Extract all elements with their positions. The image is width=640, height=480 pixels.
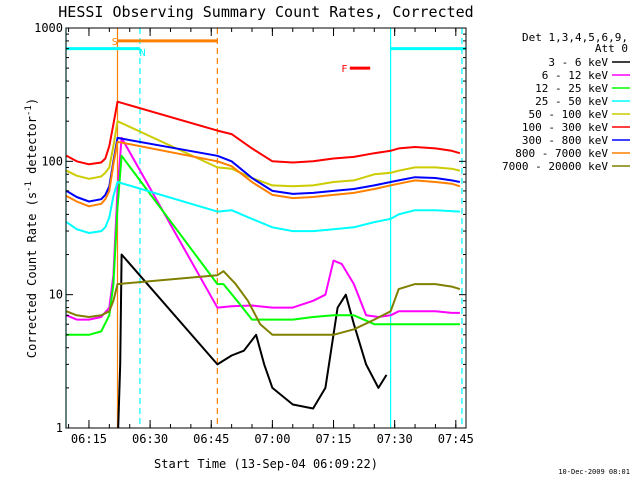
- y-axis-label-mid: detector: [25, 116, 39, 181]
- y-axis-label-sup1: -1: [24, 181, 34, 192]
- y-axis-label-sup2: -1: [24, 105, 34, 116]
- y-tick-label: 1: [56, 421, 63, 435]
- series-line: [66, 100, 461, 166]
- y-tick-label: 10: [49, 288, 63, 302]
- legend-label: 800 - 7000 keV: [515, 147, 608, 160]
- chart-title: HESSI Observing Summary Count Rates, Cor…: [58, 3, 473, 21]
- legend-label: 100 - 300 keV: [522, 121, 608, 134]
- legend-label: 3 - 6 keV: [548, 56, 608, 69]
- legend-label: 50 - 100 keV: [529, 108, 609, 121]
- legend-label: 12 - 25 keV: [535, 82, 608, 95]
- series-line: [66, 270, 461, 336]
- series-line: [66, 140, 461, 208]
- annotation-label: S: [112, 37, 118, 48]
- legend-label: 6 - 12 keV: [542, 69, 609, 82]
- series-line: [65, 181, 460, 234]
- y-axis-ticks: 1 10 100 1000: [34, 21, 466, 435]
- series-lines: [65, 100, 461, 429]
- timestamp: 10-Dec-2009 08:01: [558, 468, 630, 476]
- y-axis-label-main: Corrected Count Rate (s: [25, 192, 39, 358]
- annotation-label: N: [140, 48, 146, 59]
- series-line: [66, 154, 460, 336]
- legend-header-line1: Det 1,3,4,5,6,9,: [522, 31, 628, 44]
- legend-label: 7000 - 20000 keV: [502, 160, 608, 173]
- annotation-label: F: [341, 64, 347, 75]
- y-axis-label: Corrected Count Rate (s-1 detector-1): [24, 98, 39, 358]
- series-line: [66, 136, 460, 321]
- x-axis-label: Start Time (13-Sep-04 06:09:22): [154, 457, 378, 471]
- y-tick-label: 1000: [34, 21, 63, 35]
- y-tick-label: 100: [41, 154, 63, 168]
- x-tick-label: 07:30: [377, 432, 413, 446]
- x-axis-ticks: 06:15 06:30 06:45 07:00 07:15 07:30 07:45: [68, 28, 474, 446]
- plot-frame: [65, 27, 467, 429]
- y-axis-label-end: ): [25, 98, 39, 105]
- x-tick-label: 06:30: [132, 432, 168, 446]
- legend-label: 25 - 50 keV: [535, 95, 608, 108]
- x-tick-label: 07:45: [438, 432, 474, 446]
- x-tick-label: 06:45: [193, 432, 229, 446]
- series-line: [117, 253, 388, 429]
- series-line: [66, 120, 461, 188]
- x-tick-label: 07:15: [315, 432, 351, 446]
- legend-header-line2: Att 0: [595, 42, 628, 55]
- x-tick-label: 07:00: [254, 432, 290, 446]
- legend-label: 300 - 800 keV: [522, 134, 608, 147]
- x-tick-label: 06:15: [71, 432, 107, 446]
- series-line: [65, 136, 461, 203]
